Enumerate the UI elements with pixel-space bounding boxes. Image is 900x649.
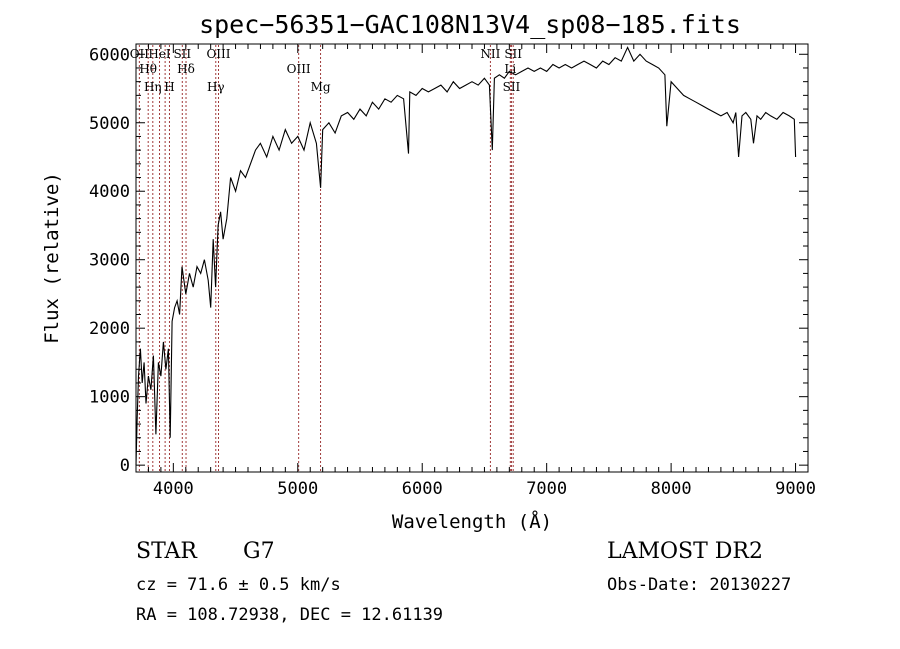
x-tick-label: 4000 [153, 479, 194, 499]
reference-line-label: Hθ [139, 62, 157, 76]
x-axis-label: Wavelength (Å) [392, 510, 552, 533]
reference-line-label: Li [504, 62, 516, 76]
chart-title: spec−56351−GAC108N13V4_sp08−185.fits [199, 10, 741, 39]
y-tick-label: 4000 [89, 182, 130, 202]
y-tick-label: 3000 [89, 251, 130, 271]
x-tick-label: 7000 [526, 479, 567, 499]
object-subclass: G7 [243, 539, 275, 564]
y-tick-label: 6000 [89, 45, 130, 65]
reference-line-label: HeI [148, 47, 171, 61]
y-tick-label: 5000 [89, 114, 130, 134]
y-tick-label: 1000 [89, 388, 130, 408]
y-tick-label: 0 [120, 456, 130, 476]
coordinates-text: RA = 108.72938, DEC = 12.61139 [136, 605, 443, 625]
reference-line-label: SII [173, 47, 191, 61]
obs-date-text: Obs-Date: 20130227 [607, 575, 791, 595]
y-axis-ticks: 0 1000 2000 3000 4000 5000 6000 [89, 45, 808, 476]
x-tick-label: 6000 [402, 479, 443, 499]
reference-lines [138, 45, 514, 471]
spectrum-line [135, 46, 797, 466]
reference-line-label: OIII [287, 62, 311, 76]
reference-line-label: SII [503, 80, 521, 94]
reference-line-label: SII [504, 47, 522, 61]
survey-name: LAMOST DR2 [607, 539, 763, 564]
x-tick-label: 9000 [775, 479, 816, 499]
y-axis-label: Flux (relative) [41, 172, 63, 344]
y-tick-label: 2000 [89, 319, 130, 339]
x-axis-ticks: 4000 5000 6000 7000 8000 9000 [147, 44, 816, 499]
reference-line-label: Hδ [177, 62, 195, 76]
reference-line-label: OIII [206, 47, 230, 61]
redshift-text: cz = 71.6 ± 0.5 km/s [136, 575, 341, 595]
x-tick-label: 8000 [651, 479, 692, 499]
reference-line-label: H [164, 80, 174, 94]
reference-line-label: NII [480, 47, 500, 61]
x-tick-label: 5000 [277, 479, 318, 499]
reference-line-label: Hη [144, 80, 162, 94]
reference-line-label: Mg [311, 80, 331, 94]
reference-line-label: Hγ [207, 80, 225, 94]
object-type: STAR [136, 539, 198, 564]
